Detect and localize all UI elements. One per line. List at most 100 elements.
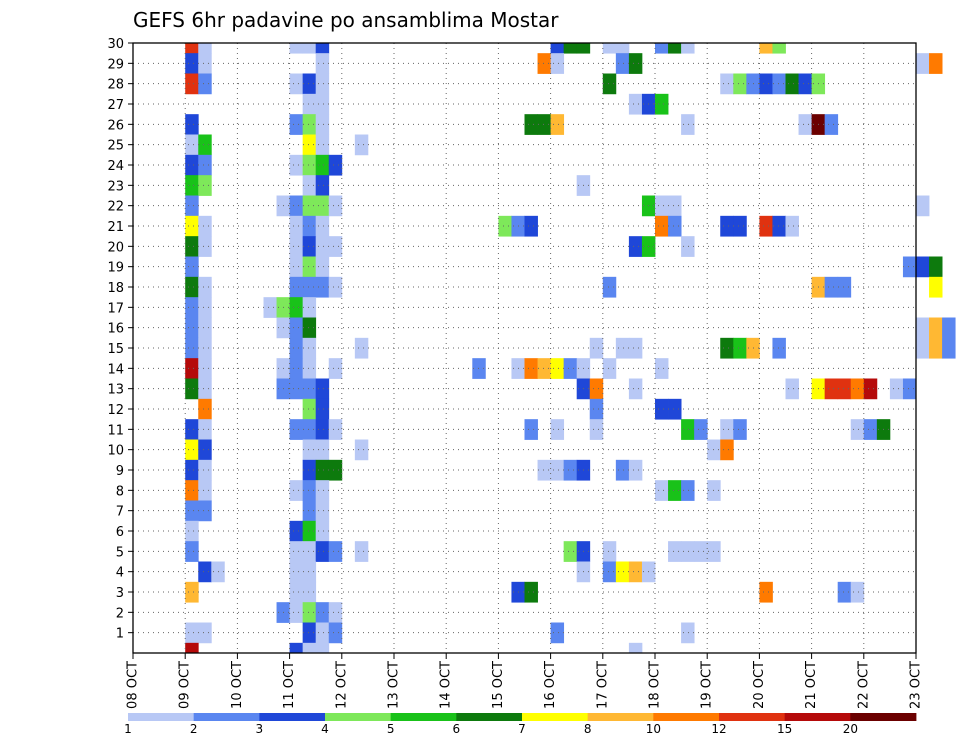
precip-cell — [798, 73, 812, 95]
precip-cell — [850, 378, 865, 400]
precip-cell — [302, 541, 317, 562]
precip-cell — [602, 561, 617, 583]
precip-cell — [289, 520, 304, 542]
precip-cell — [302, 297, 317, 318]
y-tick-label: 30 — [107, 37, 124, 52]
precip-cell — [550, 459, 565, 481]
precip-cell — [302, 317, 317, 339]
precip-cell — [602, 276, 617, 298]
precip-cell — [185, 642, 199, 654]
x-tick-label: 22 OCT — [856, 661, 871, 709]
precip-cell — [302, 215, 317, 237]
precip-cell — [315, 276, 330, 298]
precip-cell — [289, 73, 304, 95]
y-axis-labels: 1234567891011121314151617181920212223242… — [107, 37, 133, 642]
precip-cell — [302, 93, 317, 115]
precip-cell — [302, 480, 317, 501]
precip-cell — [863, 378, 878, 400]
precip-cell — [315, 459, 330, 481]
precip-cell — [302, 622, 317, 644]
precip-cell — [550, 53, 565, 74]
precip-cell — [668, 480, 682, 501]
precip-cell — [602, 43, 617, 54]
precip-cell — [289, 602, 304, 623]
y-tick-label: 6 — [116, 525, 124, 540]
y-tick-label: 5 — [116, 545, 124, 560]
precip-cell — [302, 256, 317, 278]
precip-cell — [289, 114, 304, 135]
precip-cell — [302, 358, 317, 379]
precip-cell — [198, 276, 212, 298]
precip-cell — [681, 480, 695, 501]
precip-cell — [694, 419, 708, 440]
precip-cell — [289, 154, 304, 176]
precip-cell — [315, 541, 330, 562]
precip-cell — [185, 337, 199, 359]
precip-cell — [537, 53, 551, 74]
precip-cell — [315, 93, 330, 115]
precip-cell — [785, 215, 799, 237]
precip-cell — [615, 459, 630, 481]
precip-cell — [472, 358, 486, 379]
precip-cell — [315, 439, 330, 461]
precip-cell — [589, 398, 604, 420]
legend-swatch — [587, 713, 654, 721]
x-axis-labels: 08 OCT 09 OCT 10 OCT 11 OCT 12 OCT 13 OCT 14 O… — [126, 653, 924, 709]
precip-cell — [589, 378, 604, 400]
precip-cell — [185, 154, 199, 176]
precip-cell — [681, 114, 695, 135]
precip-cell — [185, 317, 199, 339]
precip-cell — [628, 93, 643, 115]
precip-cell — [328, 602, 343, 623]
precip-cell — [185, 378, 199, 400]
x-tick-label: 18 OCT — [648, 661, 663, 709]
legend-swatch — [719, 713, 786, 721]
grid-lines — [133, 42, 916, 653]
precip-cell — [759, 215, 773, 237]
precip-cell — [289, 337, 304, 359]
precip-cell — [759, 73, 773, 95]
x-tick-label: 09 OCT — [178, 661, 193, 709]
precip-cell — [302, 134, 317, 156]
precip-cell — [615, 53, 630, 74]
y-tick-label: 25 — [107, 139, 124, 154]
precip-cell — [524, 114, 538, 135]
precip-cell — [198, 358, 212, 379]
x-tick-label: 08 OCT — [126, 661, 141, 709]
y-tick-label: 26 — [107, 118, 124, 133]
precip-cell — [681, 622, 695, 644]
precip-cell — [302, 236, 317, 257]
x-tick-label: 15 OCT — [491, 661, 506, 709]
precip-cell — [668, 215, 682, 237]
y-tick-label: 2 — [116, 606, 124, 621]
precip-cell — [681, 541, 695, 562]
precip-cell — [302, 43, 317, 54]
precip-cell — [354, 541, 369, 562]
precip-cell — [198, 236, 212, 257]
precip-cell — [315, 378, 330, 400]
precip-cell — [185, 236, 199, 257]
legend-label: 2 — [190, 722, 198, 736]
legend-swatch — [653, 713, 720, 721]
precip-cell — [916, 337, 930, 359]
precip-cell — [185, 541, 199, 562]
y-tick-label: 20 — [107, 240, 124, 255]
y-tick-label: 28 — [107, 78, 124, 93]
precip-cell — [315, 53, 330, 74]
precip-cell — [537, 114, 551, 135]
precip-cell — [198, 378, 212, 400]
x-tick-label: 20 OCT — [752, 661, 767, 709]
y-tick-label: 1 — [116, 627, 124, 642]
legend-swatch — [522, 713, 589, 721]
precip-cell — [772, 43, 786, 54]
precip-cell — [524, 419, 538, 440]
precip-cell — [289, 541, 304, 562]
precip-cell — [694, 541, 708, 562]
precip-cell — [550, 419, 565, 440]
precip-cell — [655, 93, 669, 115]
legend-label: 10 — [646, 722, 661, 736]
precip-cell — [198, 175, 212, 196]
precip-cell — [289, 43, 304, 54]
y-tick-label: 18 — [107, 281, 124, 296]
y-tick-label: 17 — [107, 301, 124, 316]
